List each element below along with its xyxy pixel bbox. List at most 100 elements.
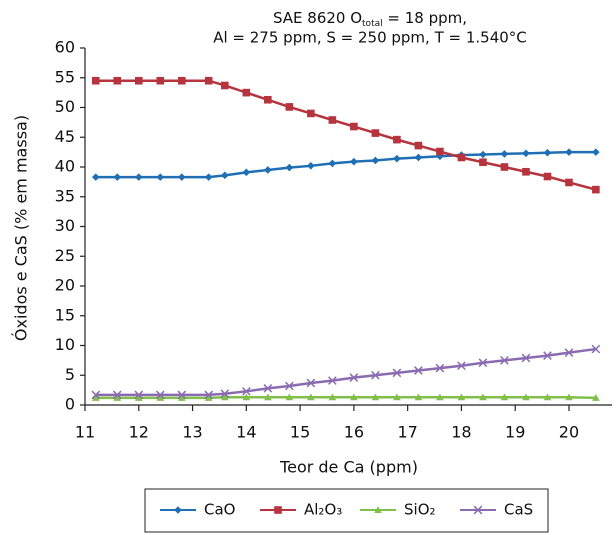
x-tick-label: 14: [236, 423, 256, 442]
marker: [91, 394, 100, 401]
marker: [565, 393, 573, 401]
marker: [328, 116, 337, 124]
title-suffix: = 18 ppm,: [383, 9, 467, 27]
marker: [328, 393, 337, 401]
marker: [307, 162, 315, 170]
marker: [479, 150, 487, 159]
x-tick-label: 12: [129, 423, 149, 442]
x-tick-label: 20: [559, 423, 579, 442]
marker: [521, 353, 531, 363]
marker: [457, 361, 466, 371]
marker: [177, 76, 186, 85]
marker: [91, 390, 101, 400]
marker: [500, 163, 509, 171]
marker: [371, 370, 380, 380]
marker: [478, 358, 488, 368]
marker: [220, 389, 230, 399]
marker: [414, 366, 423, 375]
legend-label: CaO: [204, 501, 235, 519]
marker: [522, 393, 530, 401]
y-axis-label: Óxidos e CaS (% em massa): [12, 115, 31, 341]
marker: [204, 390, 214, 400]
marker: [134, 76, 143, 85]
marker: [457, 393, 466, 401]
marker: [591, 344, 601, 354]
marker: [457, 153, 466, 162]
y-tick-label: 30: [55, 216, 75, 235]
marker: [204, 394, 213, 401]
x-tick-label: 16: [344, 423, 364, 442]
marker: [543, 172, 552, 181]
marker: [565, 148, 573, 156]
y-tick-label: 40: [55, 157, 75, 176]
marker: [371, 156, 380, 165]
marker: [242, 88, 251, 97]
marker: [156, 173, 165, 181]
marker: [393, 135, 401, 144]
marker: [500, 393, 509, 401]
marker: [371, 129, 380, 137]
marker: [350, 157, 358, 166]
y-tick-label: 5: [65, 365, 75, 384]
marker: [113, 394, 122, 401]
series-line: [95, 347, 597, 397]
marker: [285, 103, 294, 111]
marker: [113, 173, 122, 181]
marker: [177, 173, 186, 181]
marker: [242, 393, 251, 401]
series-line: [95, 396, 596, 400]
marker: [134, 173, 143, 181]
y-tick-label: 15: [55, 305, 75, 324]
legend-label: SiO₂: [404, 501, 436, 519]
marker: [392, 368, 402, 378]
marker: [285, 393, 294, 401]
marker: [204, 173, 213, 181]
marker: [156, 76, 165, 85]
marker: [435, 363, 445, 373]
y-tick-label: 0: [65, 395, 75, 414]
x-tick-label: 17: [397, 423, 417, 442]
marker: [134, 394, 143, 401]
legend-label: Al₂O₃: [304, 501, 342, 519]
marker: [307, 109, 315, 118]
marker: [177, 390, 187, 400]
marker: [371, 393, 380, 401]
marker: [500, 150, 509, 158]
marker: [328, 376, 337, 385]
marker: [414, 153, 423, 162]
marker: [543, 393, 552, 401]
marker: [134, 390, 144, 400]
marker: [221, 81, 229, 90]
marker: [204, 76, 213, 85]
y-tick-label: 60: [55, 38, 75, 57]
marker: [174, 506, 182, 514]
marker: [177, 394, 186, 401]
legend-label: CaS: [504, 501, 533, 519]
title-subscript: total: [362, 19, 383, 29]
marker: [156, 394, 165, 401]
marker: [263, 384, 273, 393]
marker: [479, 158, 487, 167]
marker: [350, 122, 358, 131]
marker: [374, 506, 382, 514]
marker: [221, 393, 229, 401]
marker: [564, 348, 574, 357]
x-tick-label: 19: [505, 423, 525, 442]
marker: [221, 171, 229, 180]
y-tick-label: 55: [55, 67, 75, 86]
marker: [264, 166, 272, 174]
chart-title: SAE 8620 Ototal = 18 ppm,: [273, 9, 467, 29]
marker: [393, 154, 401, 163]
marker: [414, 141, 423, 150]
x-tick-label: 13: [182, 423, 202, 442]
marker: [522, 167, 530, 176]
y-tick-label: 25: [55, 246, 75, 265]
marker: [393, 393, 401, 401]
x-tick-label: 11: [75, 423, 95, 442]
y-tick-label: 45: [55, 127, 75, 146]
x-tick-label: 15: [290, 423, 310, 442]
marker: [155, 390, 165, 400]
marker: [242, 168, 251, 177]
y-tick-label: 50: [55, 97, 75, 116]
